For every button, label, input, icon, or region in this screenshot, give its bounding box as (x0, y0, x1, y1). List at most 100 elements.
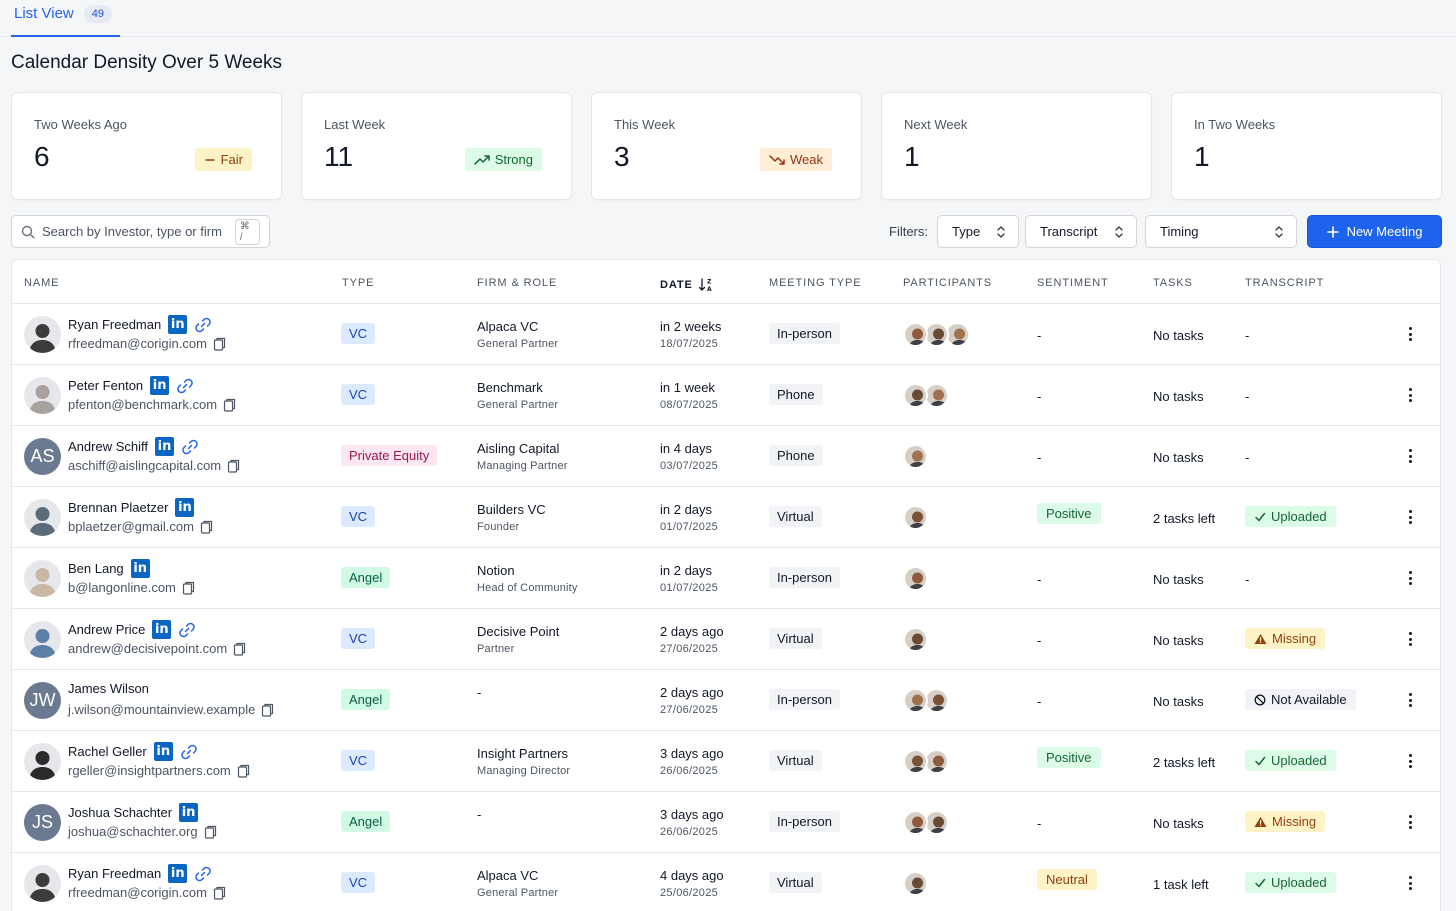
contact-name-line: Andrew Schiff in (68, 437, 199, 456)
new-meeting-button[interactable]: New Meeting (1307, 215, 1442, 248)
contact-name[interactable]: Joshua Schachter (68, 805, 173, 820)
link-icon[interactable] (194, 316, 212, 334)
link-icon[interactable] (178, 621, 196, 639)
linkedin-icon[interactable]: in (179, 803, 199, 822)
table-row[interactable]: AS Andrew Schiff in aschiff@aislingcapital.… (12, 426, 1440, 487)
table-row[interactable]: Brennan Plaetzer in bplaetzer@gmail.com VC B… (12, 487, 1440, 548)
contact-name[interactable]: Andrew Price (68, 622, 146, 637)
copy-icon[interactable] (213, 337, 226, 351)
column-header-firm-role[interactable]: Firm & Role (477, 277, 558, 289)
date-absolute: 08/07/2025 (660, 399, 719, 411)
participant-avatar[interactable] (903, 871, 928, 896)
row-actions-menu-icon[interactable] (1405, 690, 1415, 710)
investor-type-badge: Angel (341, 689, 391, 710)
link-icon[interactable] (176, 377, 194, 395)
column-header-date[interactable]: Date ZA (660, 277, 714, 293)
copy-icon[interactable] (200, 520, 213, 534)
warning-icon (1254, 633, 1267, 645)
link-icon[interactable] (194, 865, 212, 883)
participant-avatar[interactable] (924, 688, 949, 713)
participant-avatar[interactable] (903, 688, 928, 713)
contact-name[interactable]: Rachel Geller (68, 744, 147, 759)
participant-avatar[interactable] (924, 322, 949, 347)
table-row[interactable]: Peter Fenton in pfenton@benchmark.com VC Ben… (12, 365, 1440, 426)
contact-email: rgeller@insightpartners.com (68, 763, 231, 778)
timing-filter-select[interactable]: Timing (1145, 215, 1297, 248)
linkedin-icon[interactable]: in (168, 315, 188, 334)
transcript-empty: - (1245, 389, 1250, 404)
linkedin-icon[interactable]: in (168, 864, 188, 883)
table-row[interactable]: Ryan Freedman in rfreedman@corigin.com VC Al… (12, 304, 1440, 365)
transcript-filter-select[interactable]: Transcript (1025, 215, 1137, 248)
linkedin-icon[interactable]: in (153, 742, 173, 761)
table-row[interactable]: Andrew Price in andrew@decisivepoint.com VC… (12, 609, 1440, 670)
participant-avatar[interactable] (903, 749, 928, 774)
column-header-type[interactable]: Type (342, 277, 375, 289)
table-row[interactable]: Rachel Geller in rgeller@insightpartners.c… (12, 731, 1440, 792)
contact-name[interactable]: Andrew Schiff (68, 439, 148, 454)
tab-list-view[interactable]: List View 49 (11, 0, 120, 37)
linkedin-icon[interactable]: in (130, 559, 150, 578)
row-actions-menu-icon[interactable] (1405, 812, 1415, 832)
linkedin-icon[interactable]: in (175, 498, 195, 517)
linkedin-icon[interactable]: in (152, 620, 172, 639)
contact-name[interactable]: Ryan Freedman (68, 317, 162, 332)
transcript-cell: Missing (1245, 628, 1326, 649)
sentiment-cell: Positive (1037, 747, 1101, 768)
column-header-meeting-type[interactable]: Meeting Type (769, 277, 862, 289)
search-input[interactable] (42, 224, 228, 239)
row-actions-menu-icon[interactable] (1405, 324, 1415, 344)
copy-icon[interactable] (182, 581, 195, 595)
contact-name[interactable]: Peter Fenton (68, 378, 144, 393)
participant-avatar[interactable] (903, 505, 928, 530)
link-icon[interactable] (181, 438, 199, 456)
copy-icon[interactable] (261, 703, 274, 717)
participant-avatar[interactable] (903, 810, 928, 835)
column-header-name[interactable]: Name (24, 277, 60, 289)
table-row[interactable]: Ryan Freedman in rfreedman@corigin.com VC Al… (12, 853, 1440, 911)
type-filter-select[interactable]: Type (937, 215, 1019, 248)
column-header-participants[interactable]: Participants (903, 277, 993, 289)
copy-icon[interactable] (204, 825, 217, 839)
row-actions-menu-icon[interactable] (1405, 507, 1415, 527)
investor-type-badge: VC (341, 323, 376, 344)
row-actions-menu-icon[interactable] (1405, 385, 1415, 405)
row-actions-menu-icon[interactable] (1405, 446, 1415, 466)
participant-avatar[interactable] (903, 444, 928, 469)
contact-name[interactable]: Brennan Plaetzer (68, 500, 169, 515)
row-actions-menu-icon[interactable] (1405, 629, 1415, 649)
column-header-tasks[interactable]: Tasks (1153, 277, 1193, 289)
card-value: 11 (324, 141, 354, 172)
table-row[interactable]: JS Joshua Schachter in joshua@schachter.org… (12, 792, 1440, 853)
linkedin-icon[interactable]: in (154, 437, 174, 456)
copy-icon[interactable] (223, 398, 236, 412)
trending-up-icon (473, 154, 490, 166)
copy-icon[interactable] (237, 764, 250, 778)
table-row[interactable]: Ben Lang in b@langonline.com Angel Notion Hea… (12, 548, 1440, 609)
participant-avatar[interactable] (924, 749, 949, 774)
participants-stack (903, 505, 928, 530)
participant-avatar[interactable] (903, 383, 928, 408)
participant-avatar[interactable] (903, 627, 928, 652)
meeting-type-badge: In-person (769, 323, 840, 344)
copy-icon[interactable] (233, 642, 246, 656)
contact-name[interactable]: Ryan Freedman (68, 866, 162, 881)
copy-icon[interactable] (227, 459, 240, 473)
search-box[interactable]: ⌘ / (11, 215, 270, 248)
linkedin-icon[interactable]: in (150, 376, 170, 395)
link-icon[interactable] (180, 743, 198, 761)
column-header-transcript[interactable]: Transcript (1245, 277, 1325, 289)
copy-icon[interactable] (213, 886, 226, 900)
contact-name-line: Andrew Price in (68, 620, 196, 639)
participant-avatar[interactable] (903, 566, 928, 591)
contact-name[interactable]: Ben Lang (68, 561, 124, 576)
row-actions-menu-icon[interactable] (1405, 568, 1415, 588)
table-row[interactable]: JW James Wilson j.wilson@mountainview.exam… (12, 670, 1440, 731)
transcript-status-label: Missing (1272, 631, 1317, 646)
contact-name[interactable]: James Wilson (68, 681, 149, 696)
row-actions-menu-icon[interactable] (1405, 751, 1415, 771)
participant-avatar[interactable] (903, 322, 928, 347)
column-header-sentiment[interactable]: Sentiment (1037, 277, 1109, 289)
meeting-type-badge: Phone (769, 384, 823, 405)
row-actions-menu-icon[interactable] (1405, 873, 1415, 893)
